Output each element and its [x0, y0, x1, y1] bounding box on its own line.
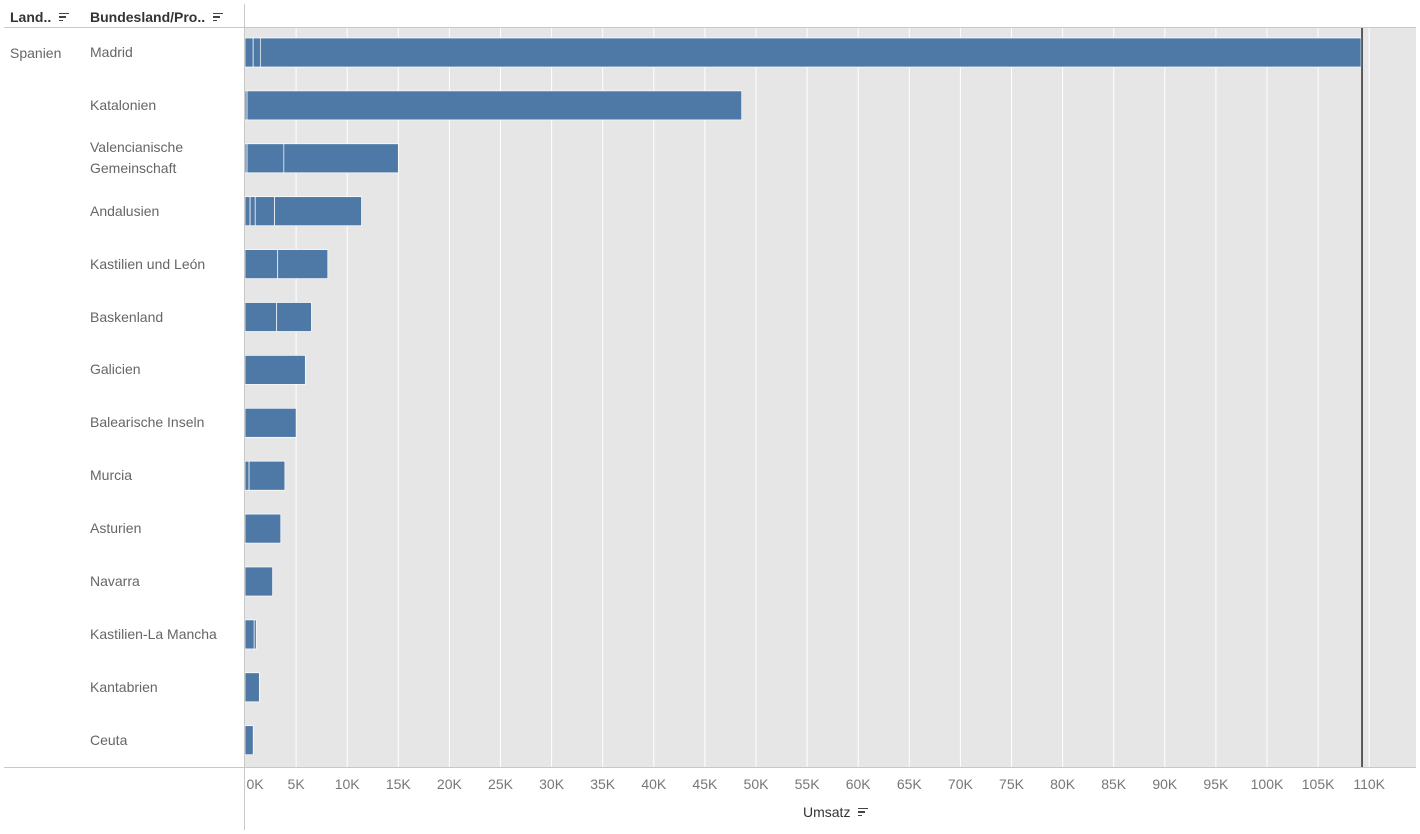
bar-segment-madrid[interactable]	[259, 37, 1362, 68]
x-tick-label: 90K	[1152, 776, 1178, 792]
region-label[interactable]: Madrid	[90, 44, 133, 60]
bar-segment-murcia[interactable]	[245, 460, 250, 491]
region-label[interactable]: Valencianische Gemeinschaft	[90, 139, 184, 177]
region-label[interactable]: Kastilien-La Mancha	[90, 625, 217, 642]
axis-divider-horizontal	[4, 767, 1416, 768]
region-label[interactable]: Kastilien und León	[90, 255, 206, 272]
bar-segment-andalusien[interactable]	[245, 196, 251, 227]
bar-segment-madrid[interactable]	[245, 37, 254, 68]
x-tick-label: 40K	[641, 776, 667, 792]
sort-descending-icon[interactable]	[59, 12, 70, 22]
bar-segment-navarra[interactable]	[245, 566, 273, 597]
x-tick-label: 45K	[692, 776, 718, 792]
x-tick-label: 105K	[1301, 776, 1335, 792]
bar-segment-andalusien[interactable]	[249, 196, 256, 227]
bar-segment-valencianische-gemeinschaft[interactable]	[246, 143, 285, 174]
x-tick-label: 50K	[743, 776, 769, 792]
bar-segment-ceuta[interactable]	[245, 725, 254, 756]
bar-segment-kastilien-und-le-n[interactable]	[245, 249, 279, 279]
bar-segment-baskenland[interactable]	[276, 302, 312, 332]
bar-segment-baskenland[interactable]	[245, 302, 278, 332]
region-label[interactable]: Kantabrien	[90, 678, 158, 695]
x-tick-label: 55K	[794, 776, 820, 792]
x-tick-label: 10K	[334, 776, 360, 792]
header-bundesland[interactable]: Bundesland/Pro..	[90, 9, 224, 25]
sort-descending-icon[interactable]	[213, 12, 224, 22]
x-tick-label: 75K	[999, 776, 1024, 792]
bar-segment-andalusien[interactable]	[254, 196, 275, 227]
x-tick-label: 25K	[488, 776, 513, 792]
x-tick-label: 15K	[385, 776, 411, 792]
x-tick-label: 110K	[1353, 776, 1386, 792]
x-tick-label: 80K	[1050, 776, 1076, 792]
region-label[interactable]: Andalusien	[90, 202, 160, 219]
region-label[interactable]: Ceuta	[90, 731, 128, 748]
x-tick-label: 30K	[539, 776, 565, 792]
header-divider-horizontal	[4, 27, 1416, 28]
bar-segment-katalonien[interactable]	[246, 90, 743, 121]
bar-segment-kantabrien[interactable]	[245, 672, 260, 703]
bar-segment-valencianische-gemeinschaft[interactable]	[283, 143, 399, 174]
x-tick-label: 35K	[590, 776, 616, 792]
header-bundesland-label: Bundesland/Pro..	[90, 9, 206, 25]
region-label[interactable]: Navarra	[90, 573, 140, 589]
x-axis-title-label: Umsatz	[803, 804, 851, 820]
region-label[interactable]: Murcia	[90, 467, 133, 484]
bar-segment-asturien[interactable]	[245, 513, 282, 544]
x-tick-label: 70K	[947, 776, 973, 792]
bar-segment-kastilien-la-mancha[interactable]	[253, 619, 257, 650]
x-tick-label: 5K	[287, 776, 305, 792]
x-tick-label: 95K	[1203, 776, 1229, 792]
country-label: Spanien	[10, 45, 62, 61]
x-tick-label: 100K	[1250, 776, 1284, 792]
bar-segment-kastilien-und-le-n[interactable]	[277, 249, 329, 279]
plot-area	[245, 28, 1416, 767]
region-label[interactable]: Galicien	[90, 361, 141, 378]
region-label[interactable]: Asturien	[90, 520, 142, 537]
bar-segment-galicien[interactable]	[245, 355, 306, 385]
bar-segment-andalusien[interactable]	[274, 196, 362, 227]
region-label[interactable]: Katalonien	[90, 96, 157, 113]
bar-segment-balearische-inseln[interactable]	[245, 407, 297, 438]
region-label[interactable]: Balearische Inseln	[90, 414, 205, 431]
x-axis-title[interactable]: Umsatz	[803, 804, 869, 820]
bar-segment-murcia[interactable]	[248, 460, 286, 491]
x-tick-label: 20K	[436, 776, 462, 792]
bar-chart	[245, 28, 1370, 767]
bar-segment-kastilien-la-mancha[interactable]	[245, 619, 255, 650]
x-tick-label: 65K	[896, 776, 922, 792]
header-land[interactable]: Land..	[10, 9, 70, 25]
x-tick-label: 0K	[246, 776, 264, 792]
header-divider-vertical	[244, 4, 245, 830]
region-label[interactable]: Baskenland	[90, 308, 164, 325]
x-tick-label: 85K	[1101, 776, 1127, 792]
x-tick-label: 60K	[845, 776, 871, 792]
header-land-label: Land..	[10, 9, 52, 25]
sort-descending-icon[interactable]	[858, 807, 869, 817]
bar-segment-madrid[interactable]	[252, 37, 261, 68]
